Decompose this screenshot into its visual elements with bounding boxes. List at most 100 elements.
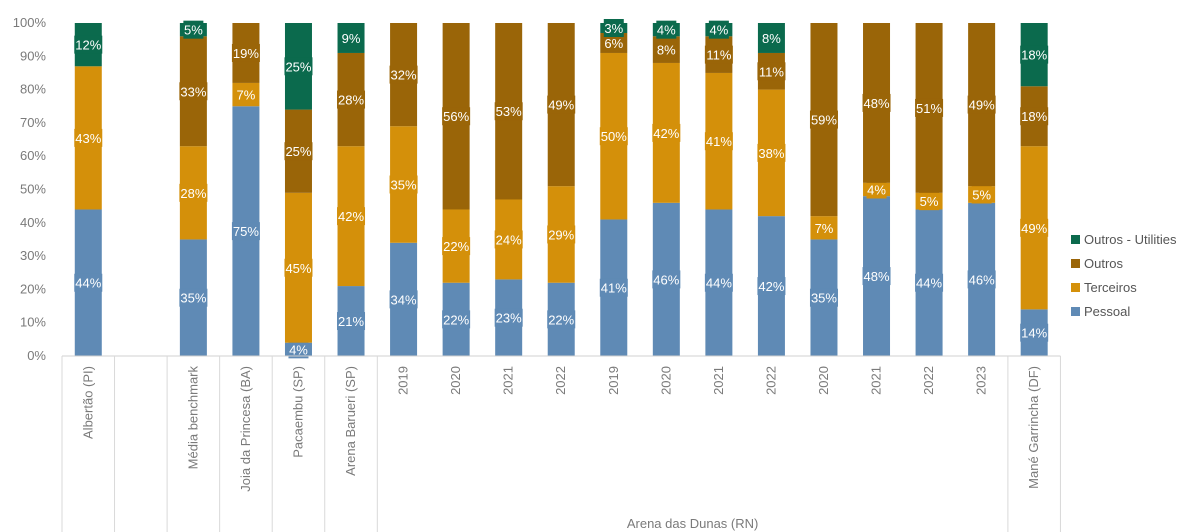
- data-label-bg: [389, 175, 418, 194]
- x-tick-label: 2020: [658, 366, 673, 395]
- data-label-bg: [1020, 45, 1049, 64]
- data-label-bg: [656, 40, 677, 59]
- data-label-bg: [603, 33, 624, 52]
- x-tick-label: 2021: [869, 366, 884, 395]
- group-label: Arena das Dunas (RN): [627, 516, 759, 531]
- data-label: 43%: [75, 131, 101, 146]
- data-label-bg: [231, 222, 260, 241]
- data-label-bg: [74, 128, 103, 147]
- data-label-bg: [337, 207, 366, 226]
- data-label-bg: [813, 218, 834, 237]
- data-label: 25%: [285, 144, 311, 159]
- x-tick-label: Média benchmark: [185, 366, 200, 470]
- data-label-bg: [337, 90, 366, 109]
- data-label-bg: [547, 95, 576, 114]
- y-tick-label: 20%: [20, 281, 46, 296]
- data-label: 49%: [548, 98, 574, 113]
- data-label-bg: [547, 225, 576, 244]
- data-label-bg: [1020, 107, 1049, 126]
- data-label: 8%: [762, 31, 781, 46]
- x-tick-label: 2023: [974, 366, 989, 395]
- data-label: 32%: [391, 68, 417, 83]
- data-label-bg: [1020, 323, 1049, 342]
- data-label: 4%: [867, 183, 886, 198]
- data-label: 11%: [759, 64, 784, 79]
- data-label-bg: [235, 85, 256, 104]
- x-tick-label: 2019: [396, 366, 411, 395]
- data-label-bg: [862, 93, 891, 112]
- data-label: 48%: [864, 269, 890, 284]
- y-tick-label: 10%: [20, 315, 46, 330]
- data-label: 45%: [285, 261, 311, 276]
- data-label-bg: [494, 308, 523, 327]
- data-label: 44%: [916, 276, 942, 291]
- data-label-bg: [442, 237, 471, 256]
- data-label-bg: [866, 180, 887, 199]
- y-tick-label: 0%: [27, 348, 46, 363]
- x-tick-label: 2020: [448, 366, 463, 395]
- data-label-bg: [652, 270, 681, 289]
- data-label-bg: [603, 18, 624, 37]
- data-label-bg: [809, 110, 838, 129]
- data-label-bg: [704, 132, 733, 151]
- legend-swatch: [1071, 307, 1080, 316]
- data-label-bg: [599, 278, 628, 297]
- data-label-bg: [494, 230, 523, 249]
- data-label-bg: [652, 123, 681, 142]
- data-label-bg: [757, 277, 786, 296]
- data-label-bg: [971, 185, 992, 204]
- data-label: 41%: [601, 281, 627, 296]
- data-label-bg: [389, 65, 418, 84]
- legend-swatch: [1071, 283, 1080, 292]
- data-label-bg: [442, 107, 471, 126]
- data-label-bg: [919, 192, 940, 211]
- data-label-bg: [708, 20, 729, 39]
- data-label: 53%: [496, 104, 522, 119]
- data-label-bg: [757, 62, 786, 81]
- data-label: 4%: [709, 23, 728, 38]
- data-label: 25%: [285, 59, 311, 74]
- data-label: 38%: [758, 146, 784, 161]
- data-label-bg: [442, 310, 471, 329]
- data-label-bg: [179, 183, 208, 202]
- data-label-bg: [704, 45, 733, 64]
- legend-label: Outros: [1084, 256, 1124, 271]
- y-tick-label: 40%: [20, 215, 46, 230]
- data-label: 50%: [601, 129, 627, 144]
- data-label: 41%: [706, 134, 732, 149]
- x-tick-label: 2022: [553, 366, 568, 395]
- x-tick-label: Joia da Princesa (BA): [238, 366, 253, 492]
- data-label-bg: [656, 20, 677, 39]
- data-label: 56%: [443, 109, 469, 124]
- data-label-bg: [74, 273, 103, 292]
- data-label: 4%: [657, 23, 676, 38]
- legend-swatch: [1071, 235, 1080, 244]
- data-label: 5%: [920, 194, 939, 209]
- legend-label: Outros - Utilities: [1084, 232, 1177, 247]
- legend-label: Terceiros: [1084, 280, 1137, 295]
- x-tick-label: Arena Barueri (SP): [343, 366, 358, 476]
- data-label-bg: [915, 273, 944, 292]
- data-label: 22%: [443, 239, 469, 254]
- data-label-bg: [761, 28, 782, 47]
- x-tick-label: 2022: [763, 366, 778, 395]
- data-label-bg: [704, 273, 733, 292]
- data-label-bg: [389, 290, 418, 309]
- data-label: 42%: [338, 209, 364, 224]
- data-label: 18%: [1021, 48, 1047, 63]
- data-label: 29%: [548, 227, 574, 242]
- data-label: 46%: [969, 272, 995, 287]
- data-label: 49%: [969, 98, 995, 113]
- data-label: 28%: [180, 186, 206, 201]
- data-label-bg: [179, 288, 208, 307]
- data-label: 5%: [972, 187, 991, 202]
- data-label: 22%: [548, 312, 574, 327]
- data-label-bg: [809, 288, 838, 307]
- data-label: 28%: [338, 93, 364, 108]
- data-label: 34%: [391, 292, 417, 307]
- data-label: 3%: [604, 21, 623, 36]
- data-label-bg: [967, 95, 996, 114]
- data-label: 33%: [180, 84, 206, 99]
- data-label: 35%: [391, 178, 417, 193]
